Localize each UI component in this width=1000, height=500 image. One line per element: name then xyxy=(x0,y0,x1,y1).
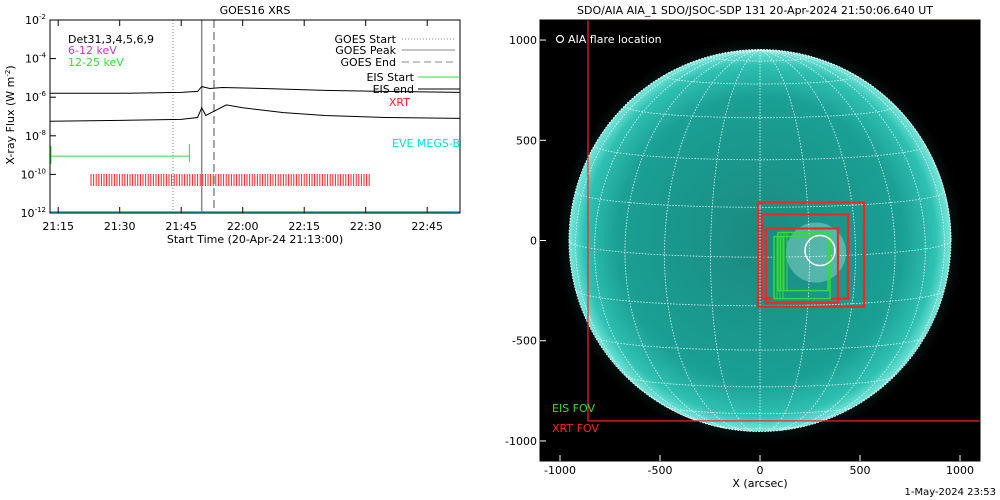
lc-series-0 xyxy=(50,86,461,94)
sun-disk-group xyxy=(557,38,963,443)
legend-eis-end-label: EIS end xyxy=(373,83,414,96)
aia-y-tick-label: 1000 xyxy=(509,34,537,47)
grid-line xyxy=(759,49,810,432)
lc-y-label-sup: -2 xyxy=(4,70,12,77)
eis-fov-box xyxy=(777,231,829,292)
grid-line xyxy=(568,49,761,241)
grid-line xyxy=(625,375,895,388)
grid-line xyxy=(665,406,855,414)
aia-x-tick-label: 1000 xyxy=(946,464,974,477)
legend-goes-end-label: GOES End xyxy=(340,56,396,69)
legend-eis-start-label: EIS Start xyxy=(366,71,414,84)
lc-y-axis-label: X-ray Flux (W m-2) xyxy=(4,65,17,164)
lc-y-tick-label: 10-6 xyxy=(25,90,47,104)
grid-line xyxy=(594,336,926,351)
aia-x-tick-label: -500 xyxy=(648,464,673,477)
grid-line xyxy=(759,49,945,421)
grid-line xyxy=(759,49,926,429)
lc-x-tick-label: 21:15 xyxy=(42,220,74,233)
goes-xrs-lightcurve-chart: GOES16 XRS Start Time (20-Apr-24 21:13:0… xyxy=(4,4,461,246)
aia-x-tick-label: 500 xyxy=(850,464,871,477)
aia-x-axis-label: X (arcsec) xyxy=(732,477,787,490)
footer-timestamp: 1-May-2024 23:53 xyxy=(904,487,996,498)
legend-eve-label: EVE MEGS-B xyxy=(392,137,460,150)
aia-y-tick-label: 0 xyxy=(530,235,537,248)
grid-line xyxy=(575,49,761,421)
sun-disk xyxy=(569,49,951,432)
grid-line xyxy=(575,191,945,208)
grid-line xyxy=(594,49,761,429)
lc-detectors-label: Det31,3,4,5,6,9 xyxy=(68,33,154,46)
lc-y-tick-label: 10-8 xyxy=(25,129,46,143)
active-region-glow xyxy=(786,222,846,283)
lc-x-tick-label: 22:30 xyxy=(350,220,382,233)
aia-sun-image-chart: SDO/AIA AIA_1 SDO/JSOC-SDP 131 20-Apr-20… xyxy=(505,4,981,490)
lc-x-tick-label: 22:00 xyxy=(227,220,259,233)
lc-x-tick-label: 22:45 xyxy=(411,220,443,233)
legend-goes-start-label: GOES Start xyxy=(335,33,397,46)
xrt-fov-label: XRT FOV xyxy=(552,422,599,435)
xrt-fov-box xyxy=(764,227,840,304)
aia-y-tick-label: 500 xyxy=(516,134,537,147)
grid-line xyxy=(575,290,945,307)
aia-ticks: -1000 -500 0 500 1000 1000 500 0 -500 -1000 xyxy=(505,34,974,477)
aia-flare-location-label: AIA flare location xyxy=(568,33,662,46)
eis-fov-box xyxy=(773,235,831,300)
lc-axes-frame xyxy=(49,19,461,214)
lc-y-label-end: ) xyxy=(4,65,17,69)
lc-y-tick-label: 10-2 xyxy=(25,13,46,27)
eis-window xyxy=(50,144,190,165)
xrt-fov-box xyxy=(756,201,866,308)
lc-plot-area xyxy=(49,20,461,213)
grid-line xyxy=(624,49,761,431)
fov-boxes xyxy=(587,20,980,422)
lc-energy-label-12-25: 12-25 keV xyxy=(68,56,124,69)
lc-title: GOES16 XRS xyxy=(220,4,291,17)
lc-series-1 xyxy=(49,104,461,122)
legend-goes-peak-label: GOES Peak xyxy=(335,44,396,57)
lc-x-tick-label: 22:15 xyxy=(288,220,320,233)
lc-legend: Det31,3,4,5,6,9 6-12 keV 12-25 keV GOES … xyxy=(68,33,460,150)
lc-ticks: 21:15 21:30 21:45 22:00 22:15 22:30 22:45 10-12… xyxy=(21,13,443,233)
aia-y-tick-label: -500 xyxy=(512,335,537,348)
flare-legend-marker xyxy=(555,34,565,44)
aia-x-tick-label: 0 xyxy=(757,464,764,477)
lc-y-label-main: X-ray Flux (W m xyxy=(4,77,17,165)
grid-line xyxy=(713,425,807,429)
heliographic-grid xyxy=(568,49,952,432)
lc-x-tick-label: 21:45 xyxy=(165,220,197,233)
grid-line xyxy=(759,49,952,241)
eis-fov-label: EIS FOV xyxy=(552,402,595,415)
xrt-observation-ticks xyxy=(90,174,370,186)
lc-energy-label-6-12: 6-12 keV xyxy=(68,44,117,57)
lc-x-axis-label: Start Time (20-Apr-24 21:13:00) xyxy=(167,233,343,246)
lc-y-tick-label: 10-12 xyxy=(21,206,46,220)
lc-y-tick-label: 10-10 xyxy=(21,167,46,181)
limb-line xyxy=(568,49,952,432)
lc-x-tick-label: 21:30 xyxy=(104,220,136,233)
aia-title: SDO/AIA AIA_1 SDO/JSOC-SDP 131 20-Apr-20… xyxy=(577,4,933,17)
aia-y-tick-label: -1000 xyxy=(505,435,537,448)
grid-line xyxy=(710,49,761,432)
grid-line xyxy=(759,49,896,431)
aia-x-tick-label: -1000 xyxy=(544,464,576,477)
grid-line xyxy=(664,75,856,85)
flare-location-marker xyxy=(804,234,836,267)
lc-y-tick-label: 10-4 xyxy=(25,52,47,66)
legend-xrt-label: XRT xyxy=(389,96,410,109)
xrt-fov-box xyxy=(587,20,980,422)
